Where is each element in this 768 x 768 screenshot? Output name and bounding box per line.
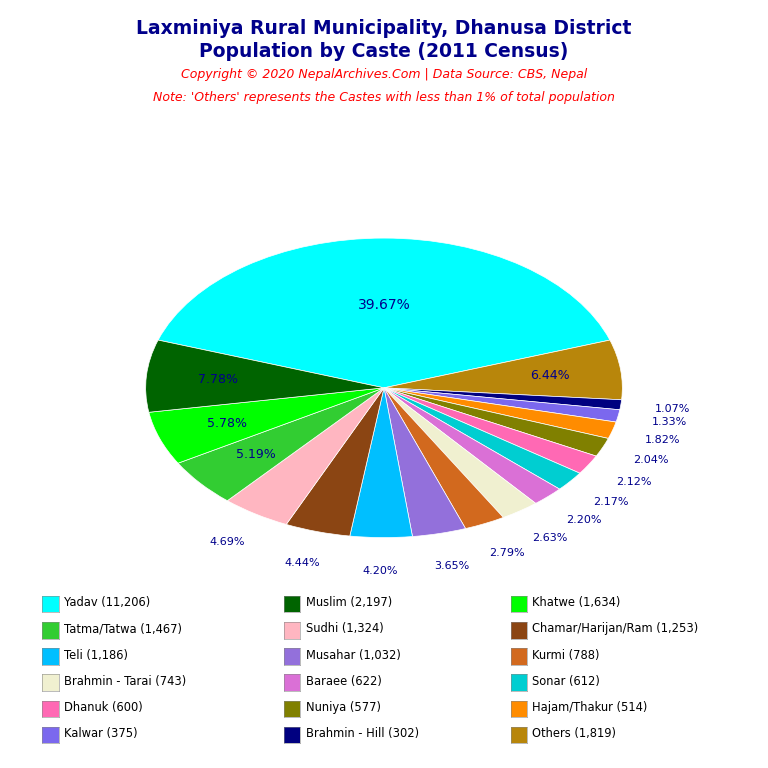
Text: 6.44%: 6.44% <box>530 369 569 382</box>
Text: Musahar (1,032): Musahar (1,032) <box>306 649 401 661</box>
Text: Muslim (2,197): Muslim (2,197) <box>306 597 392 609</box>
Wedge shape <box>384 388 621 410</box>
Text: 4.69%: 4.69% <box>210 537 245 547</box>
Wedge shape <box>384 388 465 537</box>
Text: Chamar/Harijan/Ram (1,253): Chamar/Harijan/Ram (1,253) <box>532 623 699 635</box>
Text: 2.17%: 2.17% <box>594 497 629 507</box>
Text: 2.79%: 2.79% <box>489 548 525 558</box>
Wedge shape <box>384 388 535 518</box>
Wedge shape <box>384 388 503 528</box>
Wedge shape <box>227 388 384 525</box>
Wedge shape <box>384 388 620 422</box>
Text: 2.04%: 2.04% <box>633 455 669 465</box>
Text: Dhanuk (600): Dhanuk (600) <box>64 701 143 713</box>
Text: Yadav (11,206): Yadav (11,206) <box>64 597 151 609</box>
Text: 4.44%: 4.44% <box>285 558 320 568</box>
Text: Kalwar (375): Kalwar (375) <box>64 727 137 740</box>
Text: 5.19%: 5.19% <box>236 448 275 461</box>
Text: 7.78%: 7.78% <box>197 373 238 386</box>
Text: 2.12%: 2.12% <box>616 477 651 487</box>
Text: 39.67%: 39.67% <box>358 299 410 313</box>
Wedge shape <box>384 388 608 456</box>
Text: Sudhi (1,324): Sudhi (1,324) <box>306 623 383 635</box>
Text: 4.20%: 4.20% <box>362 565 399 575</box>
Text: Teli (1,186): Teli (1,186) <box>64 649 128 661</box>
Wedge shape <box>286 388 384 536</box>
Text: Baraee (622): Baraee (622) <box>306 675 382 687</box>
Text: Note: 'Others' represents the Castes with less than 1% of total population: Note: 'Others' represents the Castes wit… <box>153 91 615 104</box>
Wedge shape <box>384 388 560 503</box>
Text: Brahmin - Hill (302): Brahmin - Hill (302) <box>306 727 419 740</box>
Text: Copyright © 2020 NepalArchives.Com | Data Source: CBS, Nepal: Copyright © 2020 NepalArchives.Com | Dat… <box>181 68 587 81</box>
Text: Tatma/Tatwa (1,467): Tatma/Tatwa (1,467) <box>64 623 182 635</box>
Wedge shape <box>149 388 384 463</box>
Wedge shape <box>384 388 616 439</box>
Wedge shape <box>349 388 412 538</box>
Wedge shape <box>384 388 596 473</box>
Wedge shape <box>146 340 384 412</box>
Text: 2.63%: 2.63% <box>532 533 568 543</box>
Wedge shape <box>158 238 610 388</box>
Wedge shape <box>178 388 384 501</box>
Text: Others (1,819): Others (1,819) <box>532 727 617 740</box>
Text: 3.65%: 3.65% <box>434 561 469 571</box>
Wedge shape <box>384 340 622 400</box>
Text: Hajam/Thakur (514): Hajam/Thakur (514) <box>532 701 647 713</box>
Wedge shape <box>384 388 580 489</box>
Text: 1.33%: 1.33% <box>652 417 687 427</box>
Text: 5.78%: 5.78% <box>207 417 247 430</box>
Text: Population by Caste (2011 Census): Population by Caste (2011 Census) <box>200 42 568 61</box>
Text: Nuniya (577): Nuniya (577) <box>306 701 381 713</box>
Text: Brahmin - Tarai (743): Brahmin - Tarai (743) <box>64 675 186 687</box>
Text: 1.82%: 1.82% <box>645 435 680 445</box>
Text: 1.07%: 1.07% <box>655 403 690 413</box>
Text: Laxminiya Rural Municipality, Dhanusa District: Laxminiya Rural Municipality, Dhanusa Di… <box>136 19 632 38</box>
Text: Kurmi (788): Kurmi (788) <box>532 649 600 661</box>
Text: Khatwe (1,634): Khatwe (1,634) <box>532 597 621 609</box>
Text: 2.20%: 2.20% <box>566 515 602 525</box>
Text: Sonar (612): Sonar (612) <box>532 675 601 687</box>
